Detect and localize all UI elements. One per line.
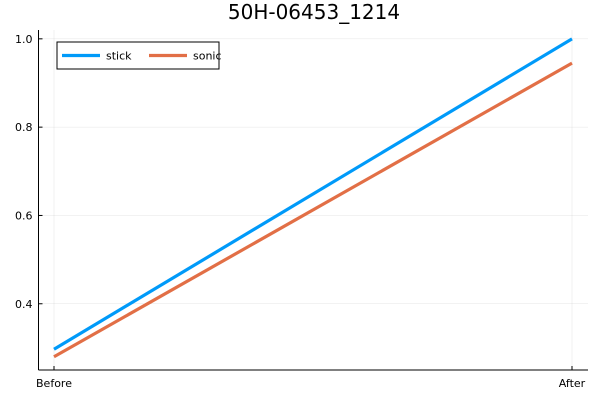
- y-tick-label: 0.4: [15, 298, 33, 311]
- axes-layer: [38, 30, 588, 371]
- legend-label-stick: stick: [106, 50, 132, 63]
- series-line-sonic: [53, 61, 573, 359]
- ticks-layer: Before After 0.4 0.6 0.8 1.0: [15, 33, 586, 390]
- legend: stick sonic: [56, 41, 222, 70]
- chart-title: 50H-06453_1214: [228, 0, 400, 24]
- y-tick-label: 0.6: [15, 209, 33, 222]
- x-tick-label: After: [559, 377, 586, 390]
- series-line-stick: [53, 37, 573, 351]
- y-tick-label: 1.0: [15, 33, 33, 46]
- y-tick-label: 0.8: [15, 121, 33, 134]
- legend-label-sonic: sonic: [193, 50, 222, 63]
- series-layer: [53, 37, 573, 359]
- x-tick-label: Before: [36, 377, 72, 390]
